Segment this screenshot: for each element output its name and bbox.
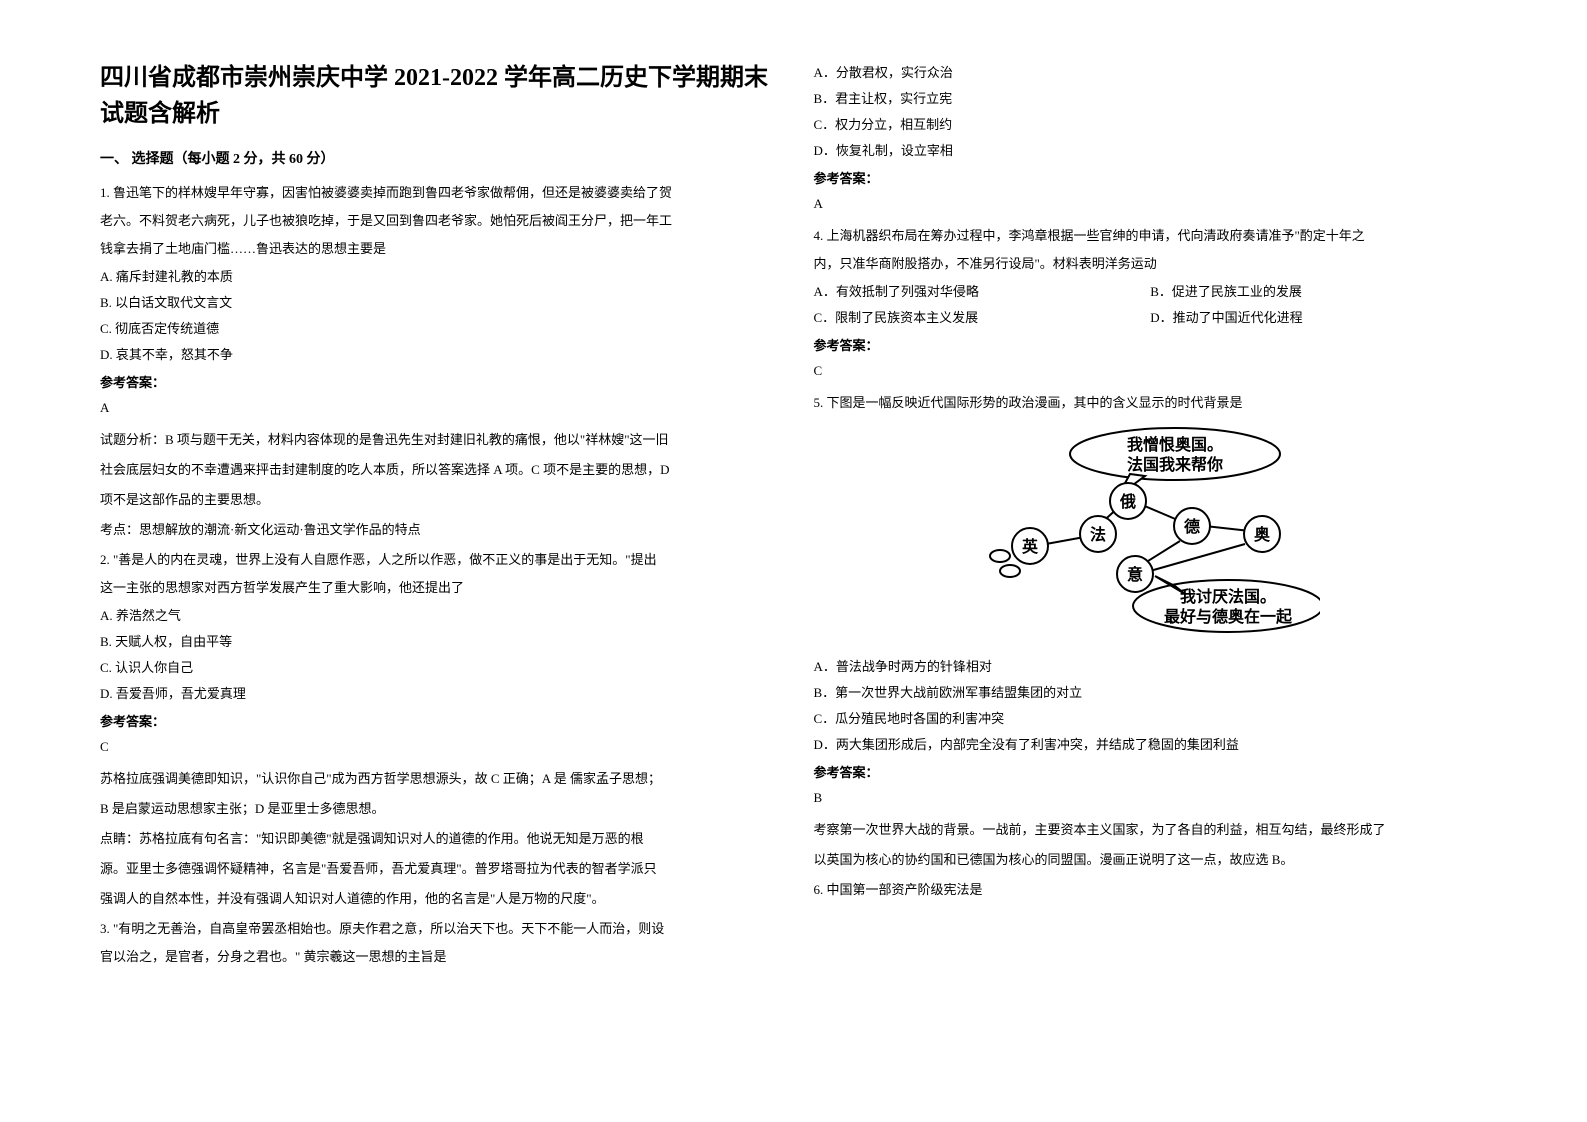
q2-explanation: 源。亚里士多德强调怀疑精神，名言是"吾爱吾师，吾尤爱真理"。普罗塔哥拉为代表的智… — [100, 856, 774, 882]
node-yi: 意 — [1127, 565, 1143, 584]
q1-explanation: 试题分析：B 项与题干无关，材料内容体现的是鲁迅先生对封建旧礼教的痛恨，他以"祥… — [100, 427, 774, 453]
q1-option-d: D. 哀其不幸，怒其不争 — [100, 342, 774, 368]
q3-option-d: D．恢复礼制，设立宰相 — [814, 138, 1488, 164]
answer-label: 参考答案： — [814, 335, 1488, 354]
node-de: 德 — [1184, 517, 1200, 536]
q5-option-d: D．两大集团形成后，内部完全没有了利害冲突，并结成了稳固的集团利益 — [814, 732, 1488, 758]
node-ying: 英 — [1021, 537, 1039, 556]
node-e: 俄 — [1119, 492, 1136, 511]
q3-option-a: A．分散君权，实行众治 — [814, 60, 1488, 86]
node-fa: 法 — [1090, 525, 1106, 544]
q2-stem: 这一主张的思想家对西方哲学发展产生了重大影响，他还提出了 — [100, 575, 774, 601]
document-title: 四川省成都市崇州崇庆中学 2021-2022 学年高二历史下学期期末试题含解析 — [100, 60, 774, 132]
q1-option-c: C. 彻底否定传统道德 — [100, 316, 774, 342]
right-column: A．分散君权，实行众治 B．君主让权，实行立宪 C．权力分立，相互制约 D．恢复… — [814, 60, 1488, 1062]
q1-stem: 钱拿去捐了土地庙门槛……鲁迅表达的思想主要是 — [100, 236, 774, 262]
bubble1-line2: 法国我来帮你 — [1127, 455, 1223, 474]
q1-stem: 1. 鲁迅笔下的样林嫂早年守寡，因害怕被婆婆卖掉而跑到鲁四老爷家做帮佣，但还是被… — [100, 180, 774, 206]
q1-explanation: 项不是这部作品的主要思想。 — [100, 487, 774, 513]
q4-stem: 4. 上海机器织布局在筹办过程中，李鸿章根据一些官绅的申请，代向清政府奏请准予"… — [814, 223, 1488, 249]
q1-explanation: 社会底层妇女的不幸遭遇来抨击封建制度的吃人本质，所以答案选择 A 项。C 项不是… — [100, 457, 774, 483]
q2-explanation: 强调人的自然本性，并没有强调人知识对人道德的作用，他的名言是"人是万物的尺度"。 — [100, 886, 774, 912]
q5-option-c: C．瓜分殖民地时各国的利害冲突 — [814, 706, 1488, 732]
q2-option-b: B. 天赋人权，自由平等 — [100, 629, 774, 655]
q2-option-d: D. 吾爱吾师，吾尤爱真理 — [100, 681, 774, 707]
q3-stem: 官以治之，是官者，分身之君也。" 黄宗羲这一思想的主旨是 — [100, 944, 774, 970]
q4-stem: 内，只准华商附股搭办，不准另行设局"。材料表明洋务运动 — [814, 251, 1488, 277]
q5-option-a: A．普法战争时两方的针锋相对 — [814, 654, 1488, 680]
q4-option-c: C．限制了民族资本主义发展 — [814, 305, 1151, 331]
q1-option-b: B. 以白话文取代文言文 — [100, 290, 774, 316]
bubble1-line1: 我憎恨奥国。 — [1127, 435, 1223, 454]
answer-label: 参考答案： — [814, 762, 1488, 781]
node-ao: 奥 — [1254, 525, 1271, 544]
q5-option-b: B．第一次世界大战前欧洲军事结盟集团的对立 — [814, 680, 1488, 706]
q1-answer: A — [100, 395, 774, 421]
q6-stem: 6. 中国第一部资产阶级宪法是 — [814, 877, 1488, 903]
q3-option-c: C．权力分立，相互制约 — [814, 112, 1488, 138]
q1-option-a: A. 痛斥封建礼教的本质 — [100, 264, 774, 290]
q2-explanation: 苏格拉底强调美德即知识，"认识你自己"成为西方哲学思想源头，故 C 正确；A 是… — [100, 766, 774, 792]
q5-explanation: 考察第一次世界大战的背景。一战前，主要资本主义国家，为了各自的利益，相互勾结，最… — [814, 817, 1488, 843]
bubble2-line1: 我讨厌法国。 — [1180, 587, 1276, 606]
q2-option-c: C. 认识人你自己 — [100, 655, 774, 681]
q3-option-b: B．君主让权，实行立宪 — [814, 86, 1488, 112]
bubble2-line2: 最好与德奥在一起 — [1164, 607, 1293, 626]
q2-stem: 2. "善是人的内在灵魂，世界上没有人自愿作恶，人之所以作恶，做不正义的事是出于… — [100, 547, 774, 573]
q3-answer: A — [814, 191, 1488, 217]
q4-option-d: D．推动了中国近代化进程 — [1150, 305, 1487, 331]
q4-answer: C — [814, 358, 1488, 384]
q4-option-a: A．有效抵制了列强对华侵略 — [814, 279, 1151, 305]
q5-answer: B — [814, 785, 1488, 811]
q1-explanation: 考点：思想解放的潮流·新文化运动·鲁迅文学作品的特点 — [100, 517, 774, 543]
q2-option-a: A. 养浩然之气 — [100, 603, 774, 629]
q5-explanation: 以英国为核心的协约国和已德国为核心的同盟国。漫画正说明了这一点，故应选 B。 — [814, 847, 1488, 873]
answer-label: 参考答案： — [814, 168, 1488, 187]
q2-explanation: 点睛：苏格拉底有句名言："知识即美德"就是强调知识对人的道德的作用。他说无知是万… — [100, 826, 774, 852]
q2-answer: C — [100, 734, 774, 760]
q5-stem: 5. 下图是一幅反映近代国际形势的政治漫画，其中的含义显示的时代背景是 — [814, 390, 1488, 416]
left-column: 四川省成都市崇州崇庆中学 2021-2022 学年高二历史下学期期末试题含解析 … — [100, 60, 774, 1062]
answer-label: 参考答案： — [100, 372, 774, 391]
q3-stem: 3. "有明之无善治，自高皇帝罢丞相始也。原夫作君之意，所以治天下也。天下不能一… — [100, 916, 774, 942]
section-header: 一、 选择题（每小题 2 分，共 60 分） — [100, 148, 774, 168]
political-cartoon: 我憎恨奥国。 法国我来帮你 我讨厌法国。 最好与德奥在一起 — [980, 426, 1320, 646]
q4-option-b: B．促进了民族工业的发展 — [1150, 279, 1487, 305]
q2-explanation: B 是启蒙运动思想家主张；D 是亚里士多德思想。 — [100, 796, 774, 822]
q1-stem: 老六。不料贺老六病死，儿子也被狼吃掉，于是又回到鲁四老爷家。她怕死后被阎王分尸，… — [100, 208, 774, 234]
q5-cartoon: 我憎恨奥国。 法国我来帮你 我讨厌法国。 最好与德奥在一起 — [814, 426, 1488, 646]
answer-label: 参考答案： — [100, 711, 774, 730]
q4-options: A．有效抵制了列强对华侵略 B．促进了民族工业的发展 C．限制了民族资本主义发展… — [814, 279, 1488, 331]
